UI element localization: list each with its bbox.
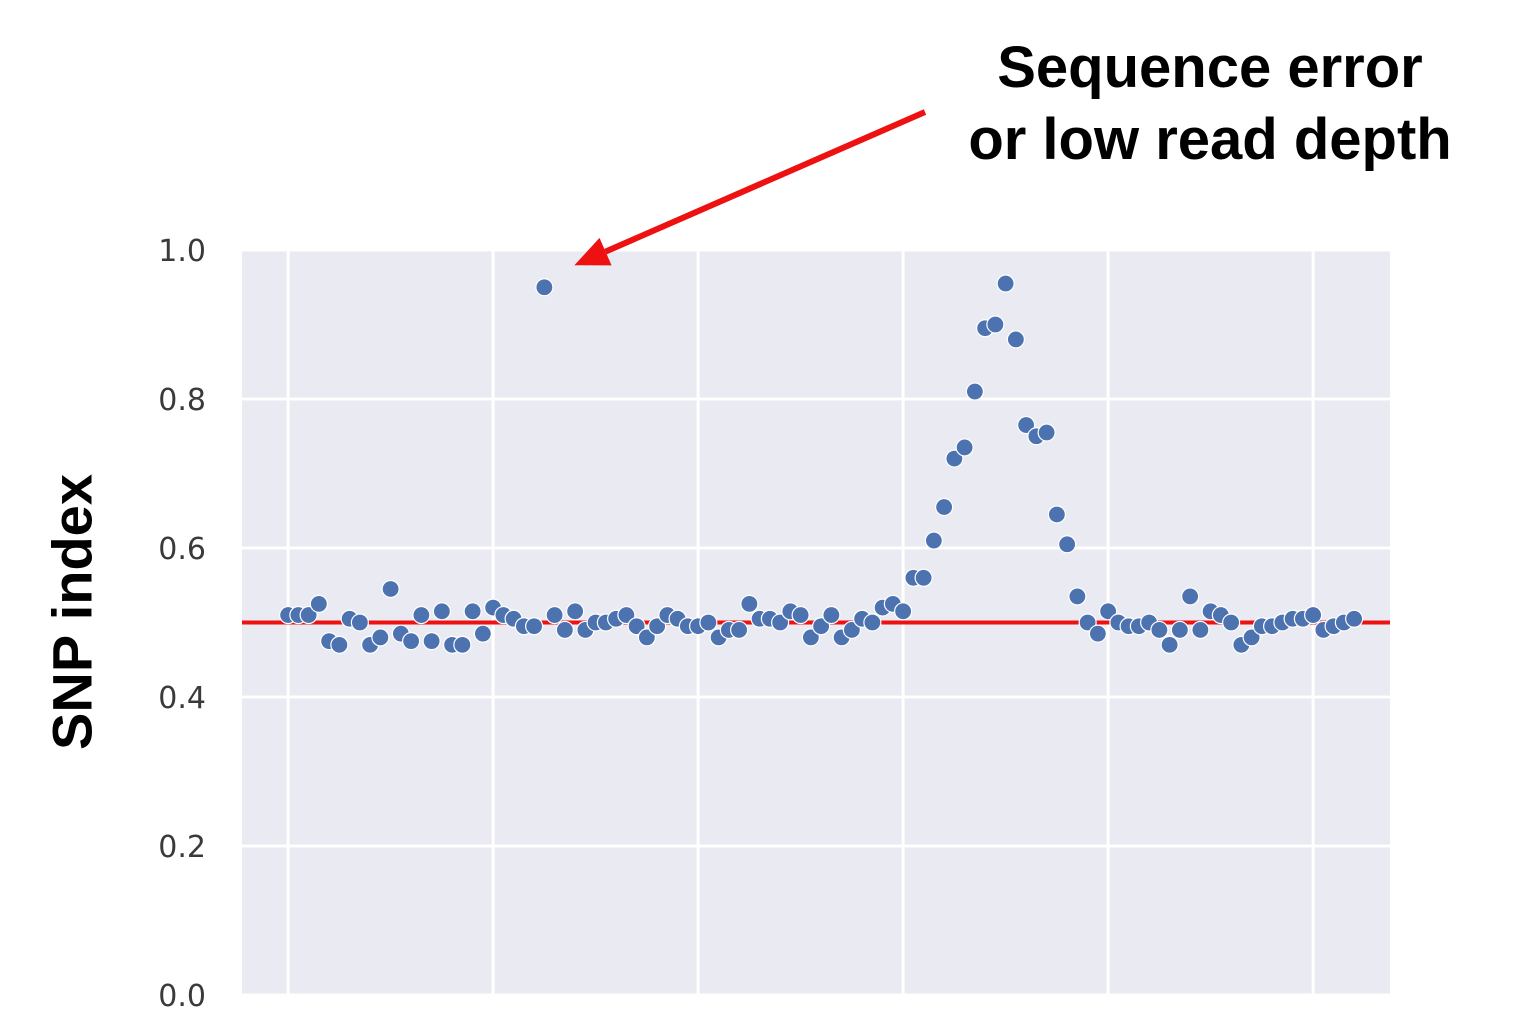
data-point bbox=[412, 605, 431, 625]
data-point bbox=[924, 531, 943, 550]
data-point bbox=[1191, 620, 1210, 640]
data-point bbox=[473, 624, 492, 643]
data-point bbox=[801, 628, 820, 647]
data-point bbox=[432, 602, 451, 621]
data-point bbox=[1047, 505, 1066, 524]
y-tick-label: 0.0 bbox=[158, 979, 206, 1014]
data-point bbox=[771, 613, 790, 632]
data-point bbox=[555, 620, 574, 640]
data-point bbox=[812, 617, 831, 636]
data-point bbox=[371, 628, 390, 647]
data-point bbox=[945, 449, 964, 468]
y-tick-label: 0.2 bbox=[158, 830, 206, 865]
annotation-line-2: or low read depth bbox=[968, 107, 1452, 172]
y-tick-label: 0.6 bbox=[158, 532, 206, 567]
data-point bbox=[525, 617, 544, 636]
data-point bbox=[1160, 635, 1179, 654]
data-point bbox=[1006, 330, 1025, 349]
data-point bbox=[463, 602, 482, 621]
data-point bbox=[1099, 602, 1118, 621]
data-point bbox=[986, 315, 1005, 334]
data-point bbox=[648, 617, 667, 636]
data-point bbox=[1068, 587, 1087, 606]
data-point bbox=[535, 278, 554, 297]
data-point bbox=[422, 632, 441, 651]
data-point bbox=[1170, 620, 1189, 640]
data-point bbox=[1088, 624, 1107, 643]
data-point bbox=[1037, 423, 1056, 442]
data-point bbox=[842, 620, 861, 640]
data-point bbox=[955, 438, 974, 457]
data-point bbox=[617, 605, 636, 625]
data-points bbox=[279, 274, 1364, 654]
data-point bbox=[822, 605, 841, 625]
arrow-shaft bbox=[604, 109, 927, 255]
y-tick-label: 0.4 bbox=[158, 681, 206, 716]
arrow-head bbox=[574, 237, 612, 266]
data-point bbox=[566, 602, 585, 621]
data-point bbox=[1242, 628, 1261, 647]
data-point bbox=[1078, 613, 1097, 632]
data-point bbox=[545, 605, 564, 625]
data-point bbox=[1345, 609, 1364, 628]
data-point bbox=[1150, 620, 1169, 640]
data-point bbox=[402, 632, 421, 651]
data-point bbox=[740, 594, 759, 613]
y-tick-label: 0.8 bbox=[158, 383, 206, 418]
annotation-text: Sequence error or low read depth bbox=[900, 32, 1520, 176]
data-point bbox=[1304, 605, 1323, 625]
data-point bbox=[381, 579, 400, 599]
data-point bbox=[863, 613, 882, 632]
data-point bbox=[330, 635, 349, 654]
data-point bbox=[1017, 415, 1036, 435]
data-point bbox=[791, 605, 810, 625]
y-tick-label: 1.0 bbox=[158, 234, 206, 269]
data-point bbox=[914, 568, 933, 587]
data-point bbox=[965, 382, 984, 401]
data-point bbox=[627, 617, 646, 636]
data-point bbox=[894, 602, 913, 621]
data-point bbox=[1222, 613, 1241, 632]
data-point bbox=[935, 497, 954, 517]
data-point bbox=[730, 620, 749, 640]
data-point bbox=[996, 274, 1015, 293]
data-point bbox=[299, 605, 318, 625]
data-point bbox=[1181, 587, 1200, 606]
y-tick-labels: 0.0 0.2 0.4 0.6 0.8 1.0 bbox=[158, 234, 206, 1014]
data-point bbox=[309, 594, 328, 613]
data-point bbox=[699, 613, 718, 632]
data-point bbox=[350, 613, 369, 632]
data-point bbox=[1058, 535, 1077, 554]
annotation-arrow bbox=[574, 109, 927, 266]
annotation-line-1: Sequence error bbox=[997, 35, 1423, 100]
data-point bbox=[637, 628, 656, 647]
data-point bbox=[453, 635, 472, 654]
